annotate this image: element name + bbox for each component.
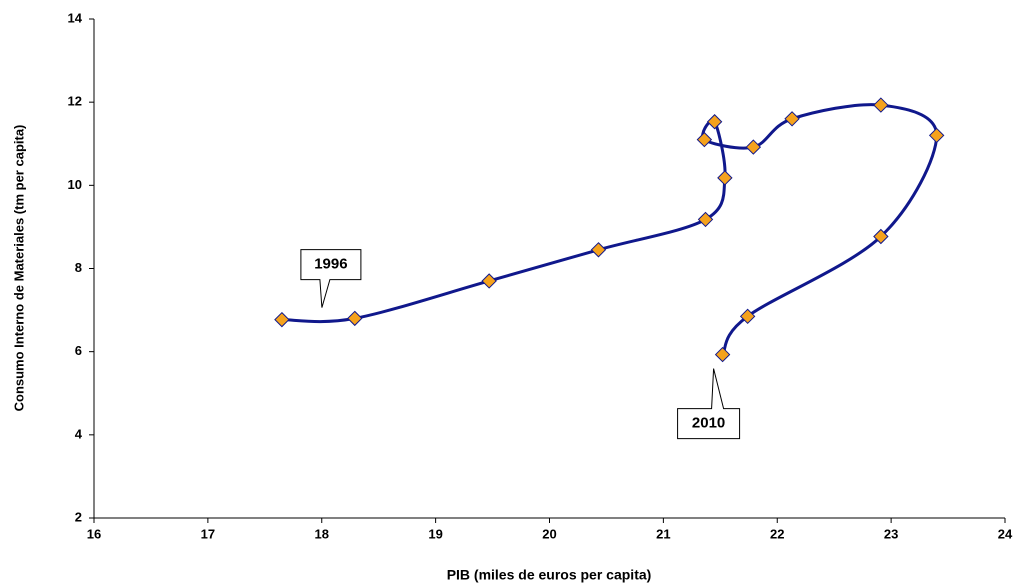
- y-tick-label: 2: [75, 509, 82, 524]
- x-axis-label: PIB (miles de euros per capita): [447, 567, 652, 583]
- marker: [784, 111, 800, 127]
- marker: [873, 228, 889, 245]
- marker: [481, 273, 497, 289]
- marker: [696, 131, 713, 148]
- marker: [873, 97, 889, 113]
- marker: [274, 311, 290, 328]
- x-tick-label: 20: [542, 526, 556, 541]
- x-tick-label: 19: [428, 526, 442, 541]
- marker: [697, 211, 714, 228]
- x-tick-label: 16: [87, 526, 101, 541]
- y-tick-label: 8: [75, 260, 82, 275]
- x-tick-label: 21: [656, 526, 670, 541]
- y-tick-label: 4: [75, 426, 83, 441]
- marker: [739, 308, 756, 325]
- marker: [928, 127, 945, 144]
- y-tick-label: 6: [75, 343, 82, 358]
- marker: [745, 139, 762, 155]
- marker: [706, 114, 723, 130]
- annotation: 1996: [314, 256, 347, 273]
- marker: [590, 242, 607, 258]
- y-tick-label: 12: [68, 94, 82, 109]
- callout-box: [300, 249, 362, 308]
- marker: [714, 346, 731, 363]
- x-tick-label: 23: [884, 526, 898, 541]
- annotation: 2010: [692, 415, 725, 432]
- x-tick-label: 22: [770, 526, 784, 541]
- data-line: [281, 103, 939, 356]
- y-tick-label: 10: [68, 177, 82, 192]
- y-tick-label: 14: [68, 10, 83, 25]
- callout-box: [677, 368, 741, 440]
- x-tick-label: 18: [315, 526, 329, 541]
- x-tick-label: 17: [201, 526, 215, 541]
- y-axis-label: Consumo Interno de Materiales (tm per ca…: [11, 125, 26, 412]
- x-tick-label: 24: [998, 526, 1013, 541]
- marker: [347, 310, 363, 327]
- marker: [717, 170, 733, 186]
